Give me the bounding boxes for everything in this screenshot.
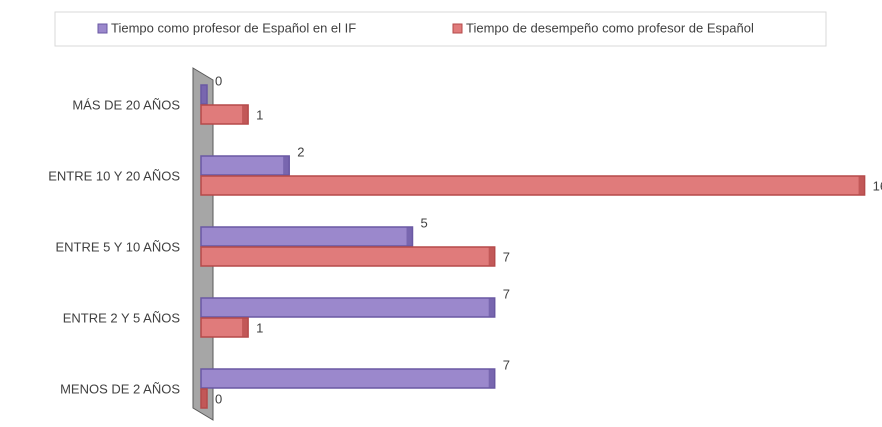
legend-box [54,11,827,47]
bar [200,317,249,338]
data-label: 7 [503,286,510,301]
bar [200,84,208,105]
data-label: 2 [297,144,304,159]
bar [200,368,496,389]
legend-label: Tiempo de desempeño como profesor de Esp… [466,20,754,35]
data-label: 7 [503,357,510,372]
y-tick-label: MENOS DE 2 AÑOS [60,381,180,396]
data-label: 0 [215,73,222,88]
y-tick-label: ENTRE 10 Y 20 AÑOS [48,168,180,183]
bar [200,297,496,318]
bar [200,246,496,267]
bar [200,226,414,247]
bar [200,155,290,176]
data-label: 16 [873,178,882,193]
bar [200,175,866,196]
legend-label: Tiempo como profesor de Español en el IF [111,20,356,35]
y-tick-label: MÁS DE 20 AÑOS [72,97,180,112]
legend-swatch [452,23,463,34]
data-label: 1 [256,107,263,122]
data-label: 1 [256,320,263,335]
legend-swatch [97,23,108,34]
y-tick-label: ENTRE 2 Y 5 AÑOS [63,310,181,325]
data-label: 0 [215,391,222,406]
data-label: 5 [421,215,428,230]
y-tick-label: ENTRE 5 Y 10 AÑOS [55,239,180,254]
bar [200,388,208,409]
bar [200,104,249,125]
data-label: 7 [503,249,510,264]
